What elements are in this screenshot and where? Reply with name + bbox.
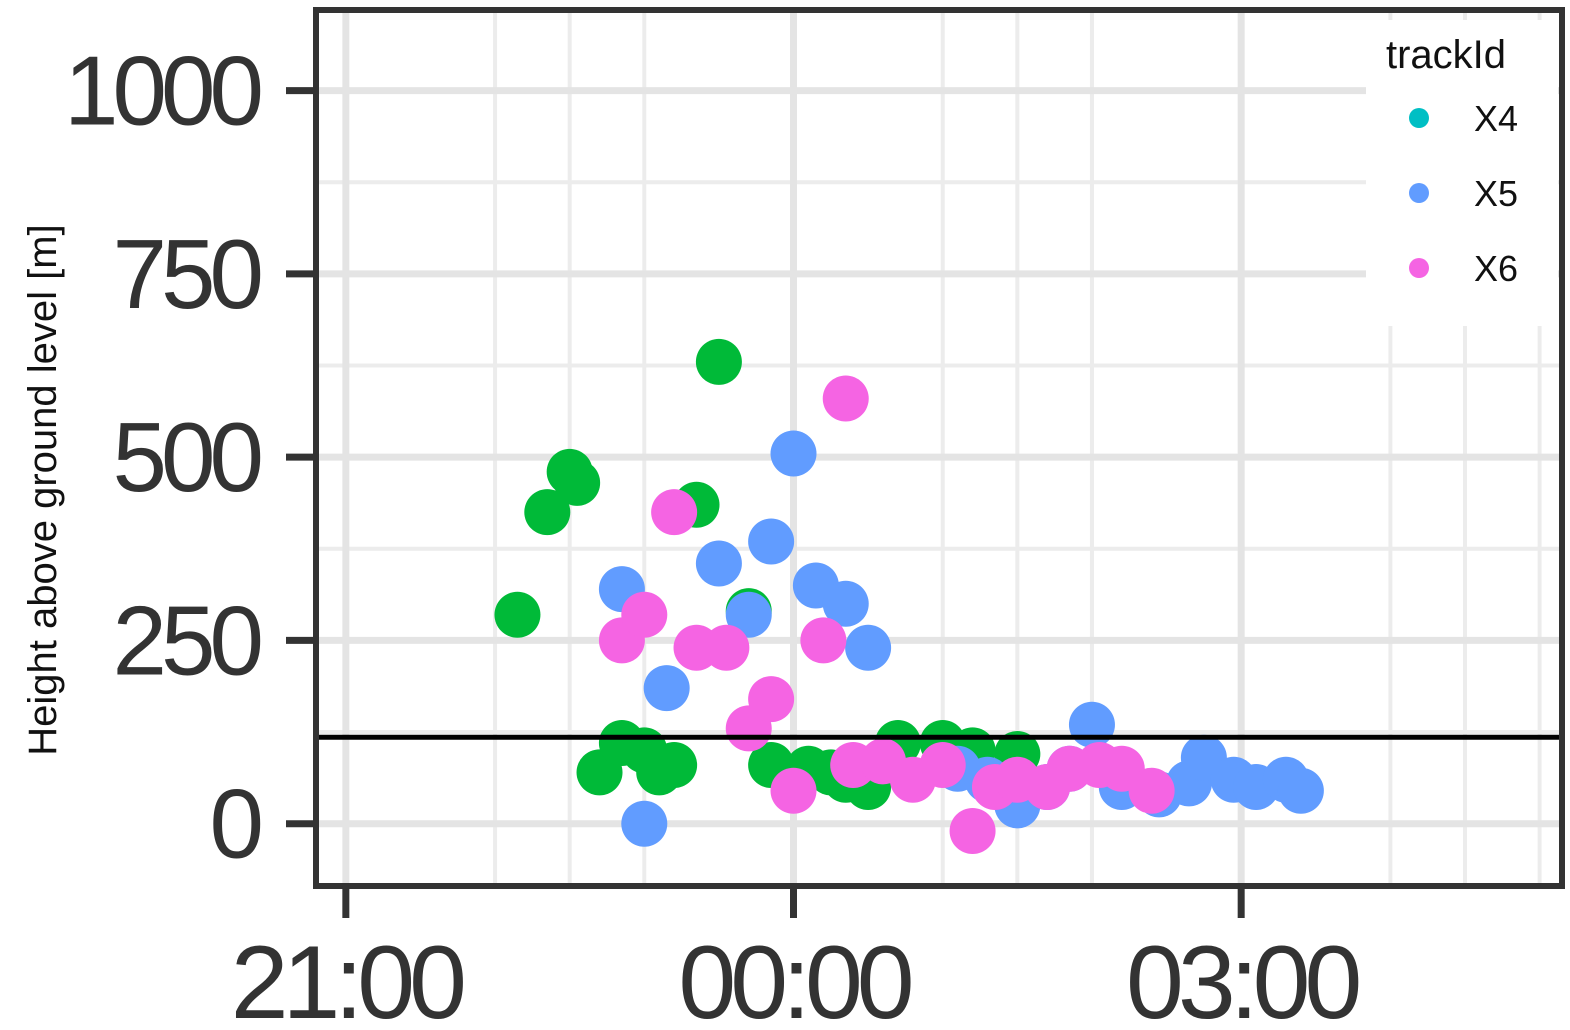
y-axis: 0 250 500 750 1000 xyxy=(64,36,316,879)
data-point xyxy=(651,489,698,536)
data-point xyxy=(695,540,742,587)
data-point xyxy=(1068,701,1115,748)
legend-key xyxy=(1409,258,1429,278)
legend-label: X6 xyxy=(1474,248,1518,289)
data-point xyxy=(800,617,847,664)
legend-box xyxy=(1366,20,1558,326)
data-point xyxy=(524,489,571,536)
data-point xyxy=(1128,767,1175,814)
data-point xyxy=(748,518,795,565)
legend-label: X5 xyxy=(1474,173,1518,214)
data-point xyxy=(949,808,996,855)
x-tick-label: 21:00 xyxy=(231,925,463,1030)
legend-key xyxy=(1409,108,1429,128)
data-point xyxy=(845,624,892,671)
data-point xyxy=(919,742,966,789)
data-point xyxy=(725,591,772,638)
y-tick-label: 500 xyxy=(112,402,260,512)
panel-border xyxy=(313,7,1565,889)
y-axis-title: Height above ground level [m] xyxy=(21,224,65,755)
data-point xyxy=(770,430,817,477)
legend: trackId X4 X5 X6 xyxy=(1366,20,1558,326)
x-tick-label: 00:00 xyxy=(678,925,910,1030)
data-point xyxy=(822,580,869,627)
x-axis: 21:00 00:00 03:00 xyxy=(231,886,1364,1030)
data-point xyxy=(621,591,668,638)
data-point xyxy=(1277,767,1324,814)
data-point xyxy=(822,375,869,422)
y-tick-label: 0 xyxy=(209,769,260,879)
legend-label: X4 xyxy=(1474,98,1518,139)
y-tick-label: 750 xyxy=(112,219,260,329)
y-tick-label: 250 xyxy=(112,585,260,695)
y-tick-label: 1000 xyxy=(64,36,261,146)
legend-entries: X4 X5 X6 xyxy=(1409,98,1518,289)
data-point xyxy=(651,742,698,789)
x-tick-label: 03:00 xyxy=(1126,925,1358,1030)
data-point xyxy=(494,591,541,638)
data-point xyxy=(695,338,742,385)
data-point xyxy=(748,676,795,723)
legend-title: trackId xyxy=(1386,33,1506,77)
data-point xyxy=(554,459,601,506)
data-point xyxy=(770,767,817,814)
legend-key xyxy=(1409,183,1429,203)
data-point xyxy=(621,800,668,847)
data-point xyxy=(703,624,750,671)
data-point xyxy=(643,665,690,712)
